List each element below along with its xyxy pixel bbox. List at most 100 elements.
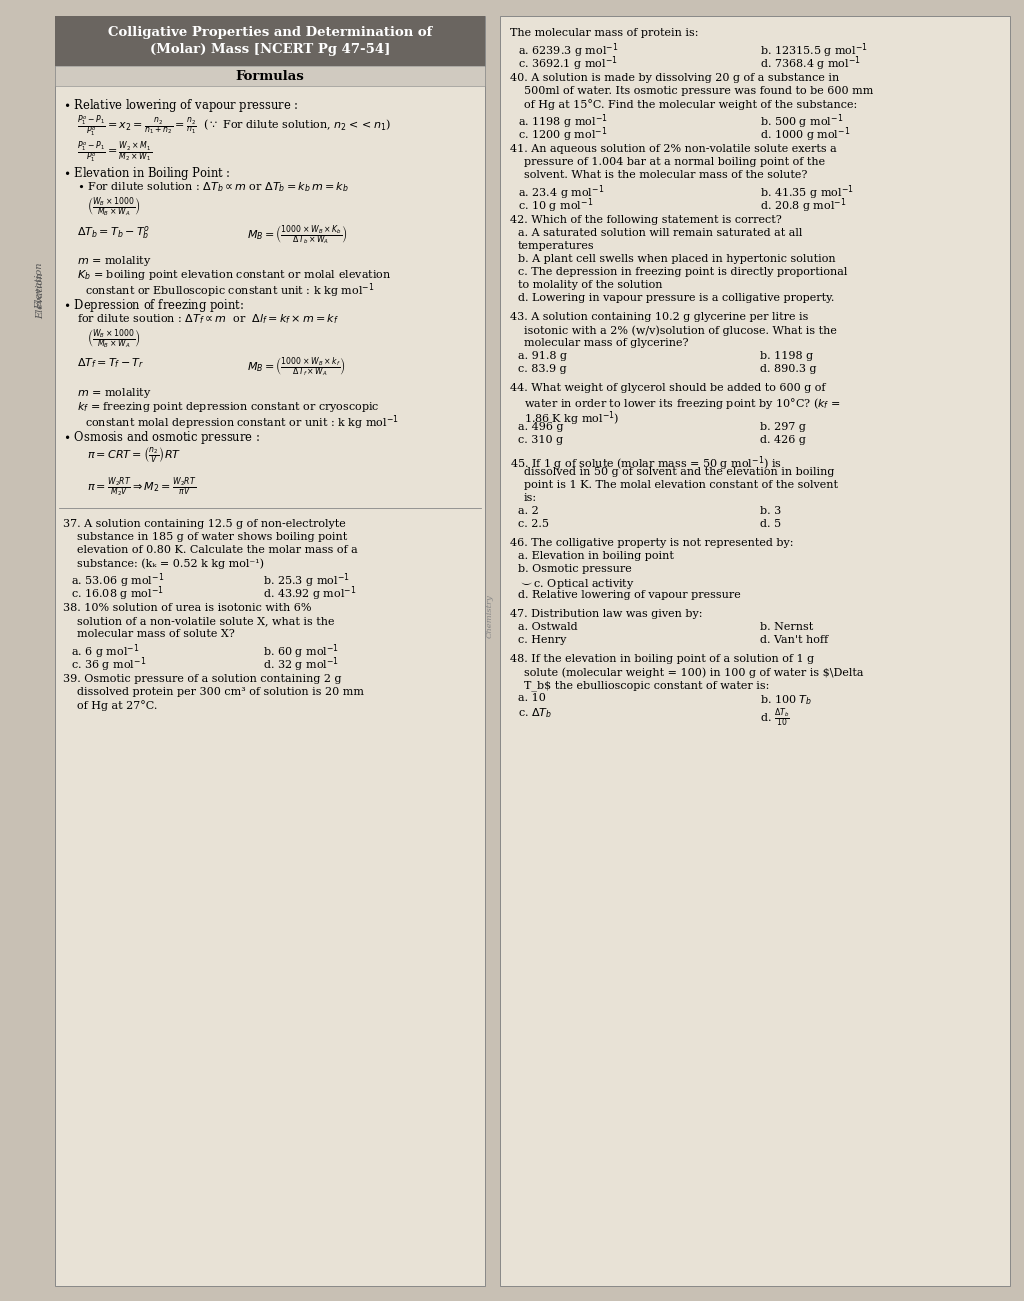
Text: c. 83.9 g: c. 83.9 g	[518, 364, 566, 373]
Text: b. A plant cell swells when placed in hypertonic solution: b. A plant cell swells when placed in hy…	[518, 254, 836, 264]
Text: molecular mass of solute X?: molecular mass of solute X?	[77, 628, 234, 639]
Text: 37. A solution containing 12.5 g of non-electrolyte: 37. A solution containing 12.5 g of non-…	[63, 519, 346, 530]
Text: Elevation: Elevation	[36, 263, 44, 310]
Text: b. Osmotic pressure: b. Osmotic pressure	[518, 565, 632, 574]
Text: d. $\frac{\Delta T_b}{10}$: d. $\frac{\Delta T_b}{10}$	[760, 706, 790, 729]
Text: c. 3692.1 g mol$^{-1}$: c. 3692.1 g mol$^{-1}$	[518, 55, 617, 73]
Text: $\bullet$ Elevation in Boiling Point :: $\bullet$ Elevation in Boiling Point :	[63, 165, 230, 182]
Text: d. 32 g mol$^{-1}$: d. 32 g mol$^{-1}$	[263, 654, 339, 674]
Text: d. 43.92 g mol$^{-1}$: d. 43.92 g mol$^{-1}$	[263, 584, 356, 602]
Text: b. 1198 g: b. 1198 g	[760, 351, 813, 360]
Text: solvent. What is the molecular mass of the solute?: solvent. What is the molecular mass of t…	[524, 170, 807, 180]
Text: $m$ = molality: $m$ = molality	[77, 254, 152, 268]
Text: c. 16.08 g mol$^{-1}$: c. 16.08 g mol$^{-1}$	[71, 584, 164, 602]
Text: b. 100 $T_b$: b. 100 $T_b$	[760, 693, 812, 706]
Text: is:: is:	[524, 493, 538, 503]
Text: b. 3: b. 3	[760, 506, 781, 516]
Text: d. Relative lowering of vapour pressure: d. Relative lowering of vapour pressure	[518, 589, 740, 600]
Text: $\smile$c. Optical activity: $\smile$c. Optical activity	[518, 578, 635, 591]
Bar	[55, 66, 485, 86]
Text: 500ml of water. Its osmotic pressure was found to be 600 mm: 500ml of water. Its osmotic pressure was…	[524, 86, 873, 96]
Text: 40. A solution is made by dissolving 20 g of a substance in: 40. A solution is made by dissolving 20 …	[510, 73, 840, 83]
Text: constant molal depression constant or unit : k kg mol$^{-1}$: constant molal depression constant or un…	[85, 412, 399, 432]
Text: c. 2.5: c. 2.5	[518, 519, 549, 530]
Text: a. 6239.3 g mol$^{-1}$: a. 6239.3 g mol$^{-1}$	[518, 42, 618, 60]
Text: $\pi = CRT = \left(\frac{n_2}{V}\right)RT$: $\pi = CRT = \left(\frac{n_2}{V}\right)R…	[87, 445, 181, 464]
Text: dissolved in 50 g of solvent and the elevation in boiling: dissolved in 50 g of solvent and the ele…	[524, 467, 835, 477]
Text: 38. 10% solution of urea is isotonic with 6%: 38. 10% solution of urea is isotonic wit…	[63, 602, 311, 613]
Text: $K_b$ = boiling point elevation constant or molal elevation: $K_b$ = boiling point elevation constant…	[77, 268, 391, 282]
Text: d. 1000 g mol$^{-1}$: d. 1000 g mol$^{-1}$	[760, 125, 850, 143]
Text: c. 10 g mol$^{-1}$: c. 10 g mol$^{-1}$	[518, 196, 593, 215]
Bar	[500, 16, 1010, 1285]
Bar	[55, 16, 485, 66]
Text: d. Lowering in vapour pressure is a colligative property.: d. Lowering in vapour pressure is a coll…	[518, 293, 835, 303]
Text: $\bullet$ Relative lowering of vapour pressure :: $\bullet$ Relative lowering of vapour pr…	[63, 98, 299, 114]
Text: $m$ = molality: $m$ = molality	[77, 386, 152, 399]
Text: substance in 185 g of water shows boiling point: substance in 185 g of water shows boilin…	[77, 532, 347, 543]
Text: $M_B = \left(\frac{1000 \times W_B \times K_b}{\Delta T_b \times W_A}\right)$: $M_B = \left(\frac{1000 \times W_B \time…	[247, 224, 348, 247]
Text: c. $\Delta T_b$: c. $\Delta T_b$	[518, 706, 552, 719]
Text: a. 91.8 g: a. 91.8 g	[518, 351, 567, 360]
Text: 41. An aqueous solution of 2% non-volatile solute exerts a: 41. An aqueous solution of 2% non-volati…	[510, 144, 837, 154]
Text: point is 1 K. The molal elevation constant of the solvent: point is 1 K. The molal elevation consta…	[524, 480, 838, 490]
Text: c. 310 g: c. 310 g	[518, 435, 563, 445]
Text: 44. What weight of glycerol should be added to 600 g of: 44. What weight of glycerol should be ad…	[510, 382, 825, 393]
Text: $\bullet$ For dilute solution : $\Delta T_b \propto m$ or $\Delta T_b = k_b\, m : $\bullet$ For dilute solution : $\Delta …	[77, 180, 349, 194]
Text: 45. If 1 g of solute (molar mass = 50 g mol$^{-1}$) is: 45. If 1 g of solute (molar mass = 50 g …	[510, 454, 782, 472]
Text: The molecular mass of protein is:: The molecular mass of protein is:	[510, 29, 698, 38]
Text: water in order to lower its freezing point by 10°C? ($k_f$ =: water in order to lower its freezing poi…	[524, 396, 841, 411]
Text: constant or Ebulloscopic constant unit : k kg mol$^{-1}$: constant or Ebulloscopic constant unit :…	[85, 281, 375, 299]
Text: d. 890.3 g: d. 890.3 g	[760, 364, 816, 373]
Text: $\bullet$ Depression of freezing point:: $\bullet$ Depression of freezing point:	[63, 297, 244, 314]
Text: $k_f$ = freezing point depression constant or cryoscopic: $k_f$ = freezing point depression consta…	[77, 399, 380, 414]
Text: Colligative Properties and Determination of
(Molar) Mass [NCERT Pg 47-54]: Colligative Properties and Determination…	[108, 26, 432, 56]
Text: $\frac{P_1^o - P_1}{P_1^o} = x_2 = \frac{n_2}{n_1 + n_2} = \frac{n_2}{n_1}$  ($\: $\frac{P_1^o - P_1}{P_1^o} = x_2 = \frac…	[77, 113, 391, 139]
Text: c. The depression in freezing point is directly proportional: c. The depression in freezing point is d…	[518, 267, 848, 277]
Text: for dilute soution : $\Delta T_f \propto m$  or  $\Delta l_f = k_f \times m = k_: for dilute soution : $\Delta T_f \propto…	[77, 312, 339, 325]
Text: 1.86 K kg mol$^{-1}$): 1.86 K kg mol$^{-1}$)	[524, 409, 620, 428]
Text: b. 60 g mol$^{-1}$: b. 60 g mol$^{-1}$	[263, 641, 339, 661]
Text: d. 7368.4 g mol$^{-1}$: d. 7368.4 g mol$^{-1}$	[760, 55, 861, 73]
Text: c. 1200 g mol$^{-1}$: c. 1200 g mol$^{-1}$	[518, 125, 607, 143]
Text: 46. The colligative property is not represented by:: 46. The colligative property is not repr…	[510, 539, 794, 548]
Text: b. Nernst: b. Nernst	[760, 622, 813, 632]
Text: dissolved protein per 300 cm³ of solution is 20 mm: dissolved protein per 300 cm³ of solutio…	[77, 687, 364, 697]
Text: $\left(\frac{W_B \times 1000}{M_B \times W_A}\right)$: $\left(\frac{W_B \times 1000}{M_B \times…	[87, 328, 140, 351]
Text: b. 41.35 g mol$^{-1}$: b. 41.35 g mol$^{-1}$	[760, 183, 854, 202]
Text: $M_B = \left(\frac{1000 \times W_B \times k_f}{\Delta T_f \times W_A}\right)$: $M_B = \left(\frac{1000 \times W_B \time…	[247, 356, 346, 379]
Text: d. 5: d. 5	[760, 519, 781, 530]
Text: to molality of the solution: to molality of the solution	[518, 280, 663, 290]
Text: Chemistry: Chemistry	[486, 595, 494, 637]
Text: $\Delta T_f = T_f - T_r$: $\Delta T_f = T_f - T_r$	[77, 356, 144, 369]
Text: molecular mass of glycerine?: molecular mass of glycerine?	[524, 338, 688, 347]
Text: $\left(\frac{W_B \times 1000}{M_B \times W_A}\right)$: $\left(\frac{W_B \times 1000}{M_B \times…	[87, 196, 140, 219]
Text: a. 496 g: a. 496 g	[518, 422, 563, 432]
Text: c. 36 g mol$^{-1}$: c. 36 g mol$^{-1}$	[71, 654, 146, 674]
Text: isotonic with a 2% (w/v)solution of glucose. What is the: isotonic with a 2% (w/v)solution of gluc…	[524, 325, 837, 336]
Text: d. 20.8 g mol$^{-1}$: d. 20.8 g mol$^{-1}$	[760, 196, 847, 215]
Text: $\bullet$ Osmosis and osmotic pressure :: $\bullet$ Osmosis and osmotic pressure :	[63, 429, 260, 446]
Text: of Hg at 15°C. Find the molecular weight of the substance:: of Hg at 15°C. Find the molecular weight…	[524, 99, 857, 109]
Text: b. 12315.5 g mol$^{-1}$: b. 12315.5 g mol$^{-1}$	[760, 42, 868, 60]
Text: d. 426 g: d. 426 g	[760, 435, 806, 445]
Text: a. 53.06 g mol$^{-1}$: a. 53.06 g mol$^{-1}$	[71, 571, 165, 589]
Text: $\pi = \frac{W_2 RT}{M_2 V} \Rightarrow M_2 = \frac{W_2 RT}{\pi V}$: $\pi = \frac{W_2 RT}{M_2 V} \Rightarrow …	[87, 475, 197, 500]
Text: Elevation: Elevation	[37, 273, 45, 319]
Text: solute (molecular weight = 100) in 100 g of water is $\Delta: solute (molecular weight = 100) in 100 g…	[524, 667, 863, 678]
Text: b. 25.3 g mol$^{-1}$: b. 25.3 g mol$^{-1}$	[263, 571, 350, 589]
Text: a. A saturated solution will remain saturated at all: a. A saturated solution will remain satu…	[518, 228, 803, 238]
Text: c. Henry: c. Henry	[518, 635, 566, 645]
Text: pressure of 1.004 bar at a normal boiling point of the: pressure of 1.004 bar at a normal boilin…	[524, 157, 825, 167]
Text: temperatures: temperatures	[518, 241, 595, 251]
Text: 42. Which of the following statement is correct?: 42. Which of the following statement is …	[510, 215, 781, 225]
Bar	[55, 16, 485, 1285]
Text: a. 6 g mol$^{-1}$: a. 6 g mol$^{-1}$	[71, 641, 139, 661]
Text: 47. Distribution law was given by:: 47. Distribution law was given by:	[510, 609, 702, 619]
Text: of Hg at 27°C.: of Hg at 27°C.	[77, 700, 158, 710]
Text: a. Elevation in boiling point: a. Elevation in boiling point	[518, 552, 674, 561]
Text: a. 1198 g mol$^{-1}$: a. 1198 g mol$^{-1}$	[518, 112, 608, 130]
Text: a. Ostwald: a. Ostwald	[518, 622, 578, 632]
Text: a. 2: a. 2	[518, 506, 539, 516]
Text: 39. Osmotic pressure of a solution containing 2 g: 39. Osmotic pressure of a solution conta…	[63, 674, 341, 684]
